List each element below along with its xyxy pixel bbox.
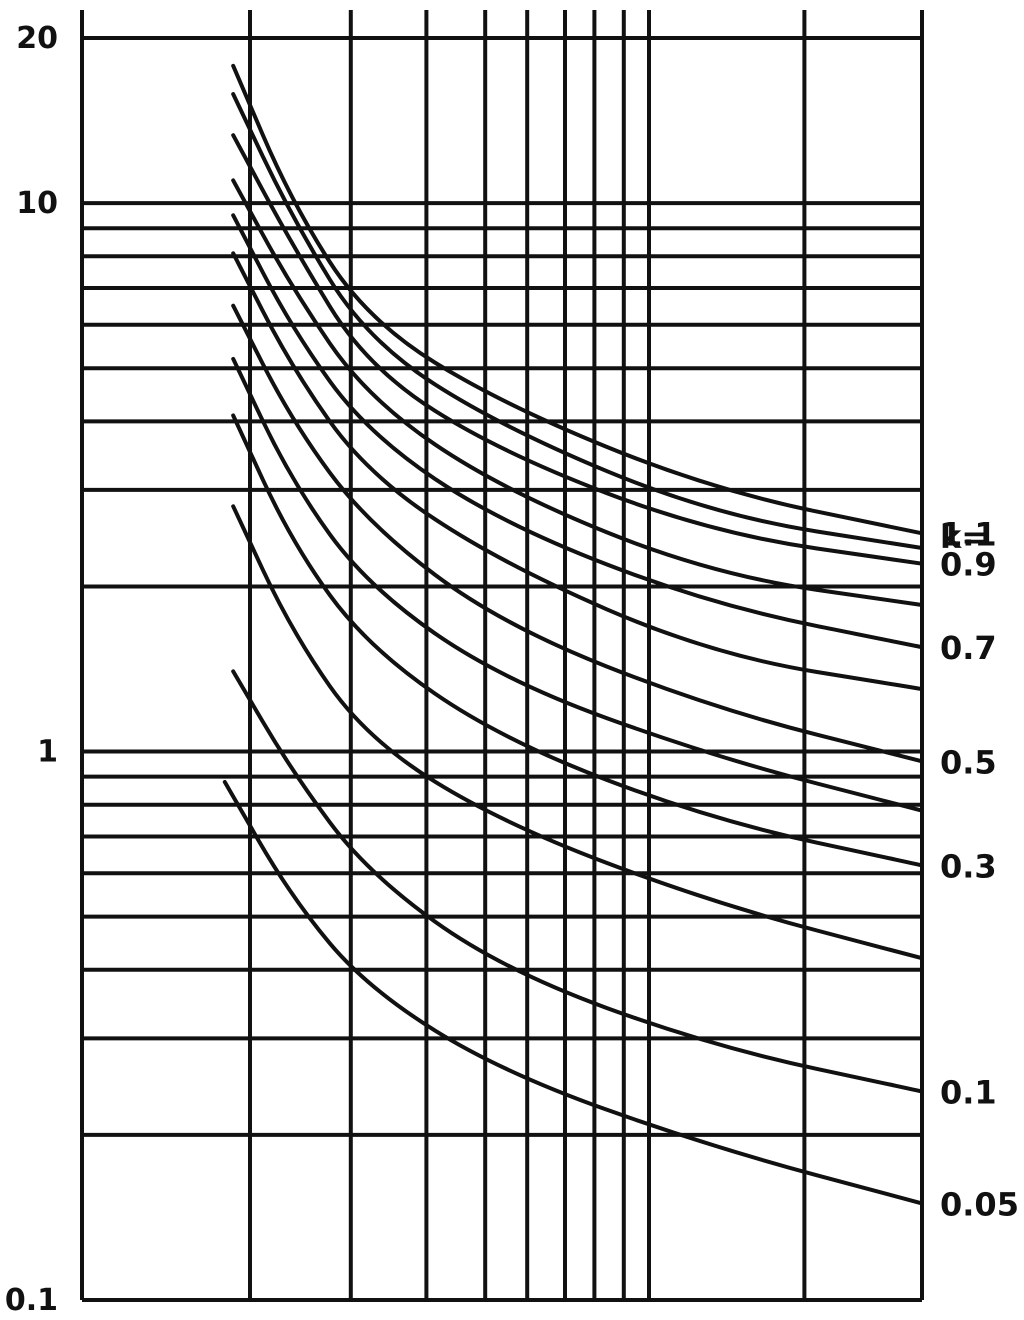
series-label: 0.3 — [940, 847, 997, 885]
series-line-5 — [231, 251, 924, 692]
y-tick-label: 0.1 — [5, 1283, 58, 1318]
series-line-0 — [231, 63, 924, 536]
series-line-4 — [231, 213, 924, 650]
series-line-10 — [231, 669, 924, 1094]
legend-title: k= — [940, 518, 988, 556]
series-line-2 — [231, 133, 924, 566]
grid — [80, 10, 924, 1302]
y-tick-label: 1 — [37, 735, 58, 770]
y-tick-label: 20 — [16, 21, 58, 56]
series-lines — [222, 63, 924, 1206]
legend: k= 1.10.9 0.7 0.5 0.3 0.1 0.05 — [940, 515, 1019, 1223]
series-label: 0.9 — [940, 546, 997, 584]
series-line-3 — [231, 178, 924, 607]
series-label: 0.7 — [940, 629, 997, 667]
series-line-1 — [231, 92, 924, 550]
series-line-6 — [231, 303, 924, 764]
series-label: 1.1 — [940, 515, 997, 553]
series-line-9 — [231, 504, 924, 961]
series-label: 0.5 — [940, 743, 997, 781]
y-tick-label: 10 — [16, 186, 58, 221]
series-line-8 — [231, 413, 924, 868]
series-line-7 — [231, 356, 924, 813]
series-label: 0.05 — [940, 1185, 1019, 1223]
series-line-11 — [222, 780, 924, 1206]
series-label: 0.1 — [940, 1073, 997, 1111]
y-tick-labels: 20 10 1 0.1 — [5, 21, 58, 1318]
